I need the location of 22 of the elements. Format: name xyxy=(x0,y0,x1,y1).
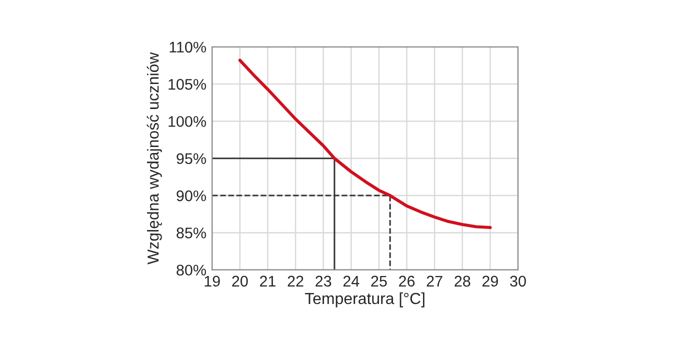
y-tick-label: 95% xyxy=(176,153,206,164)
x-tick-label: 27 xyxy=(426,276,442,286)
y-tick-label: 110% xyxy=(170,42,206,53)
x-tick-label: 19 xyxy=(204,276,220,287)
x-tick-label: 21 xyxy=(260,276,276,286)
y-tick-label: 100% xyxy=(168,116,206,127)
x-tick-label: 25 xyxy=(371,276,387,287)
y-tick-label: 105% xyxy=(168,78,206,90)
y-tick-label: 85% xyxy=(176,228,206,238)
x-axis-title: Temperatura [°C] xyxy=(304,292,424,308)
x-tick-label: 24 xyxy=(343,276,360,286)
x-tick-label: 20 xyxy=(232,276,248,287)
x-tick-label: 30 xyxy=(510,276,526,287)
x-tick-label: 29 xyxy=(482,276,498,287)
x-tick-label: 28 xyxy=(454,276,470,287)
y-tick-label: 90% xyxy=(176,190,206,202)
x-tick-label: 22 xyxy=(288,276,304,286)
x-tick-label: 26 xyxy=(399,276,415,287)
line-series xyxy=(238,58,492,230)
y-axis-title: Względna wydajność uczniów xyxy=(146,52,162,264)
y-tick-label: 80% xyxy=(176,264,206,276)
x-tick-label: 23 xyxy=(316,276,332,287)
